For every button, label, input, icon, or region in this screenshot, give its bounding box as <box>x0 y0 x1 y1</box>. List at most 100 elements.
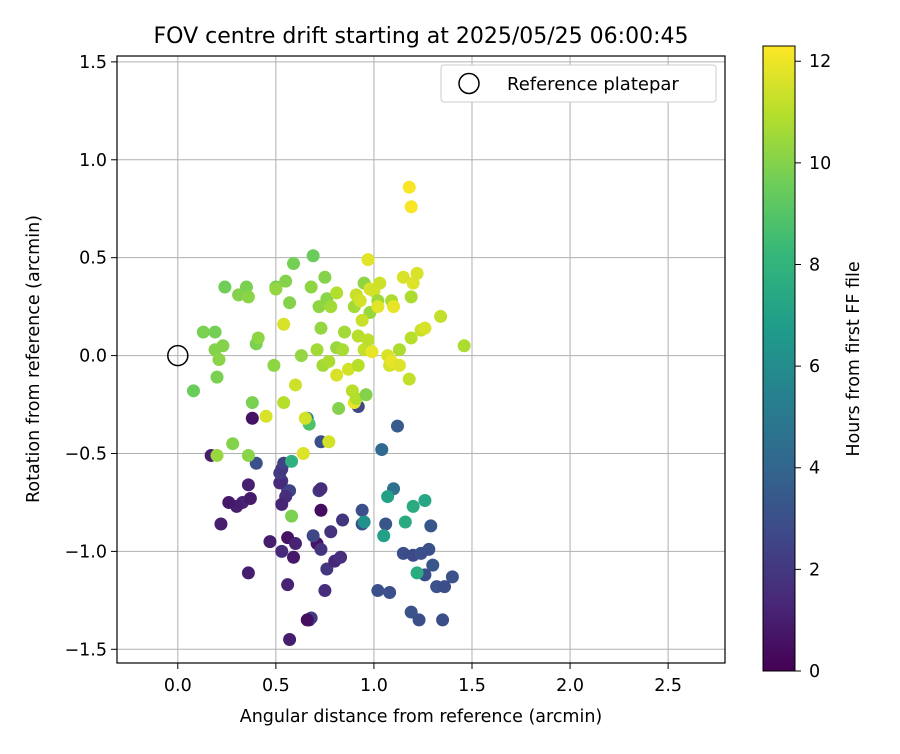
data-point <box>371 584 385 598</box>
data-point <box>287 257 301 271</box>
colorbar-label: Hours from first FF file <box>844 261 864 456</box>
data-point <box>281 578 295 592</box>
colorbar-tick-label: 12 <box>809 52 831 72</box>
y-tick-label: −1.0 <box>65 542 108 562</box>
data-point <box>245 396 259 410</box>
data-point <box>275 497 289 511</box>
data-point <box>336 343 350 357</box>
data-point <box>324 525 338 539</box>
data-point <box>361 253 375 267</box>
data-point <box>275 544 289 558</box>
data-point <box>283 633 297 647</box>
data-point <box>285 454 299 468</box>
y-axis-label: Rotation from reference (arcmin) <box>24 215 44 503</box>
data-point <box>267 358 281 372</box>
data-points <box>186 180 471 647</box>
data-point <box>445 570 459 584</box>
data-point <box>241 566 255 580</box>
data-point <box>287 550 301 564</box>
data-point <box>241 448 255 462</box>
y-tick-label: 0.5 <box>79 249 107 269</box>
data-point <box>426 558 440 572</box>
data-point <box>361 333 375 347</box>
data-point <box>404 290 418 304</box>
data-point <box>294 349 308 363</box>
data-point <box>288 378 302 392</box>
legend-marker-open-circle <box>458 72 480 95</box>
data-point <box>396 270 410 284</box>
data-point <box>218 280 232 294</box>
y-tick-label: 1.5 <box>79 53 107 73</box>
data-point <box>410 566 424 580</box>
x-tick-label: 1.5 <box>458 676 486 696</box>
legend-entry-label: Reference platepar <box>507 74 679 95</box>
data-point <box>365 345 379 359</box>
data-point <box>241 478 255 492</box>
data-point <box>379 517 393 531</box>
data-point <box>318 270 332 284</box>
data-point <box>324 300 338 314</box>
data-point <box>306 249 320 263</box>
data-point <box>288 537 302 551</box>
data-point <box>216 339 230 353</box>
data-point <box>406 276 420 290</box>
data-point <box>314 503 328 517</box>
data-point <box>387 300 401 314</box>
data-point <box>402 180 416 194</box>
y-tick-label: 1.0 <box>79 151 107 171</box>
data-point <box>392 358 406 372</box>
data-point <box>457 339 471 353</box>
data-point <box>226 437 240 451</box>
data-point <box>330 286 344 300</box>
data-point <box>296 446 310 460</box>
data-point <box>438 580 452 594</box>
reference-platepar-marker <box>167 344 189 367</box>
data-point <box>314 321 328 335</box>
data-point <box>392 343 406 357</box>
data-point <box>251 331 265 345</box>
data-point <box>285 509 299 523</box>
data-point <box>349 392 363 406</box>
data-point <box>355 503 369 517</box>
plot-frame <box>116 55 726 664</box>
colorbar-tick-label: 2 <box>809 560 820 580</box>
data-point <box>263 535 277 549</box>
data-point <box>406 499 420 513</box>
data-point <box>353 294 367 308</box>
data-point <box>277 317 291 331</box>
x-axis-ticks: 0.0 0.5 1.0 1.5 2.0 2.5 <box>164 663 682 696</box>
x-tick-label: 0.5 <box>262 676 290 696</box>
data-point <box>269 282 283 296</box>
data-point <box>186 384 200 398</box>
data-point <box>310 343 324 357</box>
data-point <box>196 325 210 339</box>
colorbar-tick-label: 0 <box>809 662 820 682</box>
data-point <box>412 613 426 627</box>
data-point <box>341 362 355 376</box>
data-point <box>424 519 438 533</box>
y-tick-label: −1.5 <box>65 640 108 660</box>
data-point <box>208 325 222 339</box>
data-point <box>243 492 257 506</box>
x-tick-label: 0.0 <box>164 676 192 696</box>
legend: Reference platepar <box>440 64 717 103</box>
data-point <box>418 493 432 507</box>
data-point <box>436 613 450 627</box>
colorbar-tick-label: 8 <box>809 255 820 275</box>
data-point <box>304 280 318 294</box>
data-point <box>359 388 373 402</box>
data-point <box>322 354 336 368</box>
data-point <box>222 495 236 509</box>
data-point <box>279 274 293 288</box>
data-point <box>357 515 371 529</box>
data-point <box>355 313 369 327</box>
data-point <box>332 401 346 415</box>
data-point <box>396 546 410 560</box>
data-point <box>259 409 273 423</box>
x-tick-label: 2.0 <box>556 676 584 696</box>
data-point <box>277 396 291 410</box>
data-point <box>404 200 418 214</box>
data-point <box>390 419 404 433</box>
